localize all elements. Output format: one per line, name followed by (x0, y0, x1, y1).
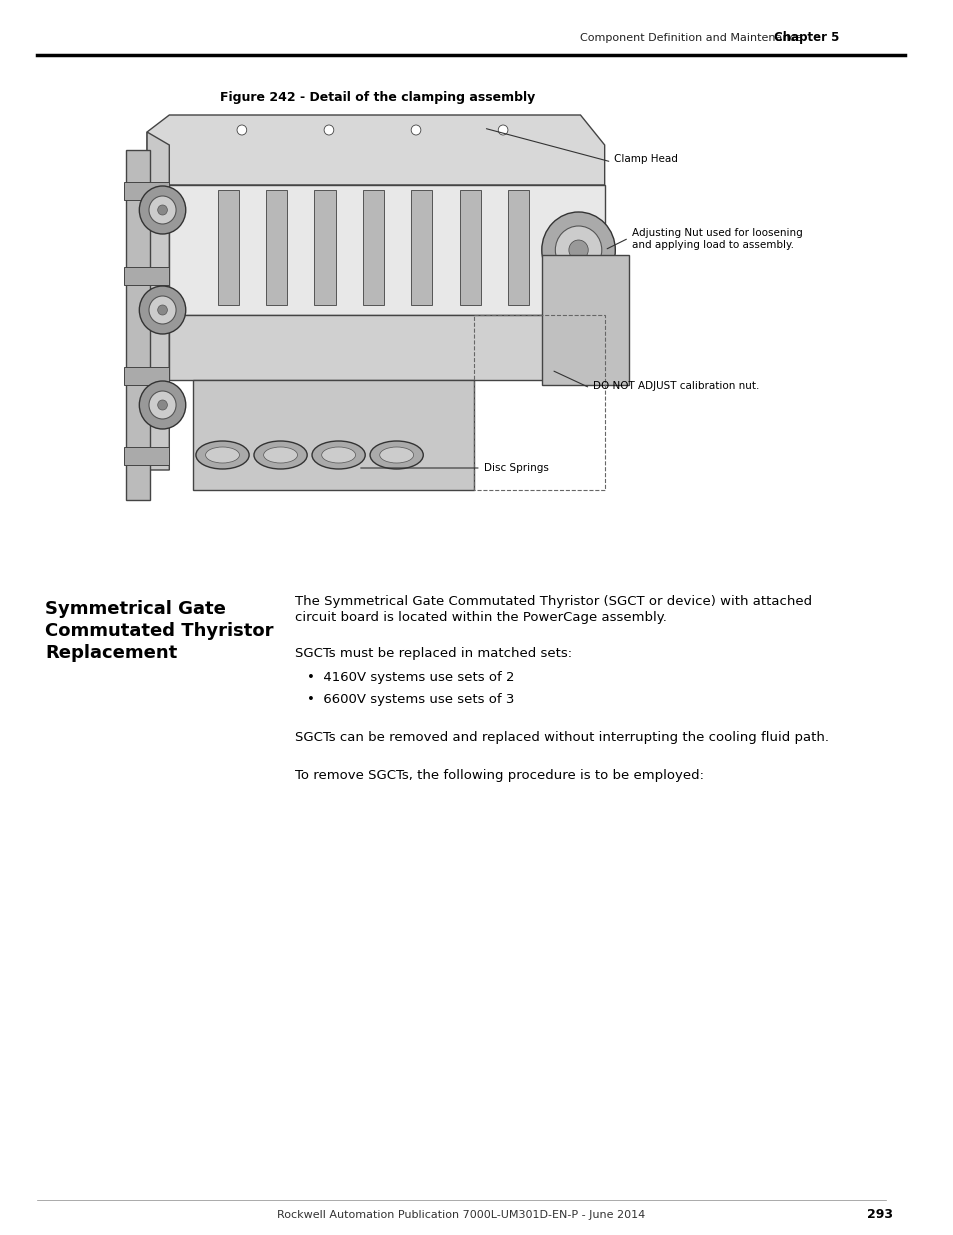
FancyBboxPatch shape (124, 267, 169, 285)
Ellipse shape (253, 441, 307, 469)
Circle shape (236, 125, 247, 135)
Text: circuit board is located within the PowerCage assembly.: circuit board is located within the Powe… (294, 611, 666, 624)
Ellipse shape (312, 441, 365, 469)
Ellipse shape (206, 447, 239, 463)
Circle shape (149, 391, 176, 419)
FancyBboxPatch shape (266, 190, 287, 305)
FancyBboxPatch shape (362, 190, 384, 305)
Circle shape (324, 125, 334, 135)
Polygon shape (126, 149, 150, 500)
Text: Replacement: Replacement (46, 643, 177, 662)
Circle shape (411, 125, 420, 135)
Circle shape (555, 226, 601, 274)
Text: •  4160V systems use sets of 2: • 4160V systems use sets of 2 (306, 671, 514, 684)
Text: Commutated Thyristor: Commutated Thyristor (46, 622, 274, 640)
FancyBboxPatch shape (459, 190, 480, 305)
FancyBboxPatch shape (411, 190, 432, 305)
FancyBboxPatch shape (124, 367, 169, 385)
Circle shape (157, 400, 167, 410)
Text: Disc Springs: Disc Springs (483, 463, 548, 473)
FancyBboxPatch shape (314, 190, 335, 305)
Text: Clamp Head: Clamp Head (614, 154, 678, 164)
Polygon shape (147, 115, 604, 185)
Text: Adjusting Nut used for loosening
and applying load to assembly.: Adjusting Nut used for loosening and app… (631, 228, 801, 249)
Ellipse shape (321, 447, 355, 463)
Text: DO NOT ADJUST calibration nut.: DO NOT ADJUST calibration nut. (593, 382, 759, 391)
Text: 293: 293 (866, 1209, 892, 1221)
Circle shape (149, 196, 176, 224)
Ellipse shape (195, 441, 249, 469)
Text: Figure 242 - Detail of the clamping assembly: Figure 242 - Detail of the clamping asse… (219, 91, 535, 105)
Ellipse shape (370, 441, 423, 469)
Circle shape (139, 287, 186, 333)
Text: To remove SGCTs, the following procedure is to be employed:: To remove SGCTs, the following procedure… (294, 769, 703, 782)
Circle shape (149, 296, 176, 324)
Text: Chapter 5: Chapter 5 (773, 32, 839, 44)
Polygon shape (147, 132, 169, 471)
Circle shape (497, 125, 507, 135)
Circle shape (157, 205, 167, 215)
Text: The Symmetrical Gate Commutated Thyristor (SGCT or device) with attached: The Symmetrical Gate Commutated Thyristo… (294, 595, 811, 608)
Ellipse shape (379, 447, 414, 463)
Circle shape (139, 382, 186, 429)
Text: SGCTs can be removed and replaced without interrupting the cooling fluid path.: SGCTs can be removed and replaced withou… (294, 731, 828, 743)
Circle shape (541, 212, 615, 288)
Circle shape (157, 305, 167, 315)
Text: Symmetrical Gate: Symmetrical Gate (46, 600, 226, 618)
Polygon shape (193, 380, 474, 490)
Circle shape (139, 186, 186, 233)
Polygon shape (169, 185, 604, 315)
Text: Rockwell Automation Publication 7000L-UM301D-EN-P - June 2014: Rockwell Automation Publication 7000L-UM… (277, 1210, 645, 1220)
FancyBboxPatch shape (541, 254, 628, 385)
Ellipse shape (263, 447, 297, 463)
FancyBboxPatch shape (507, 190, 529, 305)
Circle shape (568, 240, 588, 261)
Text: SGCTs must be replaced in matched sets:: SGCTs must be replaced in matched sets: (294, 647, 572, 659)
FancyBboxPatch shape (124, 447, 169, 466)
FancyBboxPatch shape (124, 182, 169, 200)
FancyBboxPatch shape (217, 190, 238, 305)
Polygon shape (169, 315, 604, 380)
Text: Component Definition and Maintenance: Component Definition and Maintenance (579, 33, 802, 43)
Text: •  6600V systems use sets of 3: • 6600V systems use sets of 3 (306, 693, 514, 706)
